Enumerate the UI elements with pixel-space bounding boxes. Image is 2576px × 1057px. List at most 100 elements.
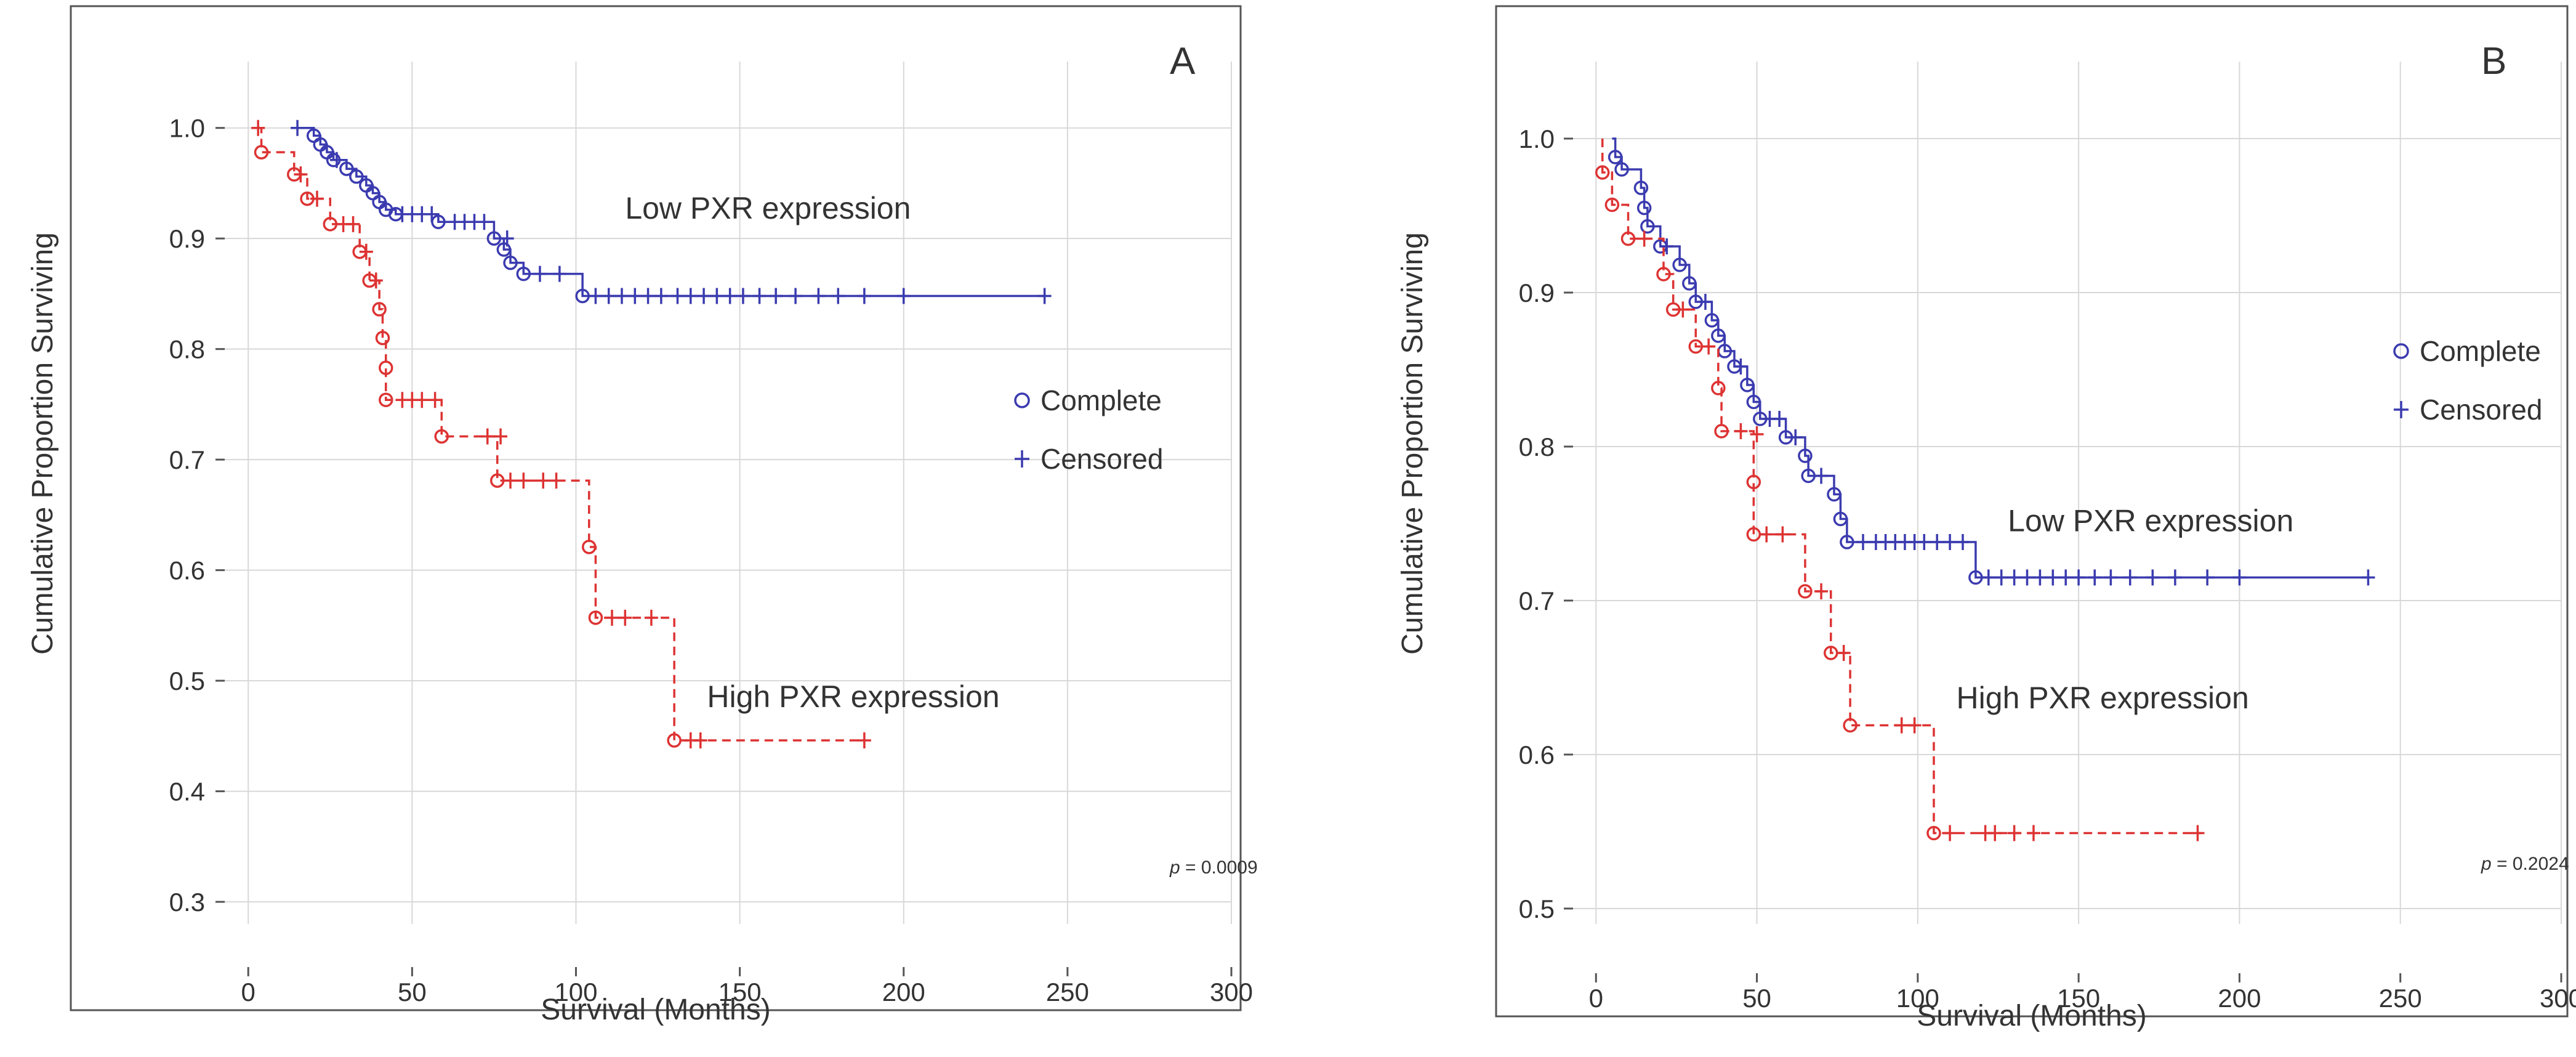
x-tick-label: 50 — [1742, 984, 1771, 1013]
y-tick-label: 0.9 — [1519, 278, 1555, 307]
censored-marker — [628, 288, 642, 304]
censored-marker — [517, 472, 531, 489]
censored-marker — [2088, 569, 2102, 586]
censored-marker — [2026, 825, 2040, 841]
censored-marker — [1760, 526, 1774, 543]
survival-curve — [258, 126, 864, 742]
censored-marker — [1856, 534, 1870, 550]
legend: Complete Censored — [1014, 384, 1163, 475]
censored-marker — [811, 288, 826, 304]
y-tick-label: 0.8 — [1519, 432, 1555, 461]
complete-marker — [1682, 276, 1697, 291]
censored-marker — [533, 265, 547, 282]
censored-marker — [1837, 645, 1851, 661]
complete-marker — [1714, 424, 1729, 439]
censored-marker — [1637, 230, 1651, 247]
panel-label: A — [1170, 40, 1196, 83]
p-value-symbol: p — [2481, 854, 2492, 874]
x-axis-title: Survival (Months) — [541, 994, 770, 1026]
censored-marker — [310, 190, 324, 207]
censored-marker — [2123, 569, 2137, 586]
censored-marker — [346, 216, 360, 232]
censored-marker — [1814, 468, 1829, 484]
legend-censored-symbol — [1015, 450, 1029, 468]
censored-marker — [1988, 825, 2002, 841]
complete-marker — [1746, 394, 1761, 410]
complete-marker — [375, 330, 390, 346]
censored-marker — [789, 288, 803, 304]
y-tick-label: 0.6 — [1519, 740, 1555, 769]
censored-marker — [500, 230, 514, 247]
censored-marker — [1698, 294, 1712, 310]
p-value: p = 0.2024 — [2481, 854, 2569, 874]
censored-marker — [1943, 534, 1957, 550]
censored-marker — [693, 732, 707, 749]
censored-marker — [2168, 569, 2182, 586]
complete-marker — [379, 392, 393, 407]
x-tick-label: 250 — [1046, 978, 1089, 1006]
censored-marker — [1956, 534, 1970, 550]
censored-marker — [2059, 569, 2073, 586]
panel-frame — [1495, 5, 2569, 1018]
y-axis-title: Cumulative Proportion Surviving — [1396, 232, 1429, 655]
complete-marker — [1798, 584, 1813, 599]
censored-marker — [644, 609, 658, 626]
censored-marker — [504, 472, 518, 489]
censored-marker — [670, 288, 685, 304]
censored-marker — [1789, 429, 1803, 445]
x-tick-label: 100 — [1896, 984, 1939, 1013]
censored-marker — [589, 288, 603, 304]
censored-marker — [857, 288, 871, 304]
complete-marker — [379, 360, 393, 375]
p-value-symbol: p — [1169, 857, 1180, 878]
censored-marker — [831, 288, 845, 304]
x-tick-label: 300 — [2540, 984, 2576, 1013]
complete-marker — [1843, 718, 1858, 733]
censored-marker — [536, 472, 550, 489]
censored-marker — [615, 288, 629, 304]
censored-marker — [723, 288, 737, 304]
censored-marker — [552, 265, 566, 282]
legend-censored-label: Censored — [2420, 394, 2542, 426]
panel-frame — [70, 5, 1242, 1011]
censored-marker — [1930, 534, 1944, 550]
censored-marker — [2191, 825, 2205, 841]
series-low-pxr: Low PXR expression — [1608, 137, 2375, 586]
censored-marker — [654, 288, 668, 304]
censored-marker — [1734, 423, 1748, 439]
complete-marker — [1740, 378, 1755, 392]
complete-marker — [1620, 231, 1636, 246]
x-tick-label: 100 — [554, 978, 597, 1006]
complete-marker — [1746, 474, 1761, 490]
censored-marker — [291, 119, 305, 136]
censored-marker — [477, 214, 491, 230]
p-value: p = 0.0009 — [1169, 857, 1258, 878]
complete-marker — [516, 266, 531, 281]
censored-marker — [2020, 569, 2034, 586]
series-high-pxr: High PXR expression — [251, 119, 1000, 749]
p-value-number: = 0.2024 — [2492, 854, 2569, 874]
complete-marker — [1798, 448, 1813, 463]
censored-marker — [2104, 569, 2118, 586]
complete-marker — [339, 161, 354, 176]
censored-marker — [1894, 717, 1909, 734]
censored-marker — [641, 288, 655, 304]
censored-marker — [697, 288, 711, 304]
complete-marker — [1833, 511, 1848, 527]
censored-marker — [896, 288, 911, 304]
complete-marker — [1633, 180, 1649, 195]
y-tick-label: 1.0 — [169, 114, 205, 143]
y-tick-label: 0.6 — [169, 556, 205, 585]
y-tick-label: 0.7 — [169, 445, 205, 474]
censored-marker — [480, 428, 494, 445]
censored-marker — [2146, 569, 2160, 586]
censored-marker — [251, 119, 265, 136]
y-tick-label: 0.8 — [169, 335, 205, 364]
censored-marker — [1676, 301, 1690, 318]
censored-marker — [1660, 238, 1674, 254]
legend-complete-symbol — [2393, 343, 2409, 359]
censored-marker — [1907, 717, 1922, 734]
legend-censored-label: Censored — [1040, 443, 1163, 475]
x-tick-label: 250 — [2379, 984, 2422, 1013]
